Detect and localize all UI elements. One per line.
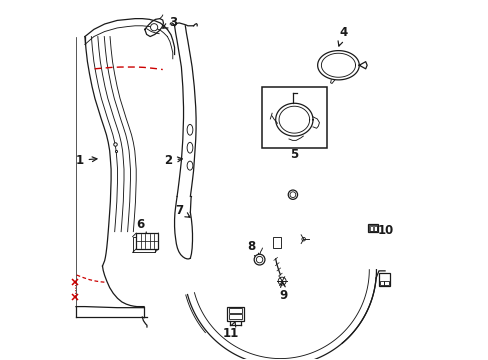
Bar [228, 314, 242, 319]
Text: 1: 1 [75, 154, 97, 167]
Ellipse shape [187, 142, 192, 153]
Bar [273, 237, 281, 248]
Bar [369, 226, 372, 230]
Text: 3: 3 [163, 16, 177, 29]
Text: 8: 8 [247, 240, 259, 258]
Bar [228, 309, 242, 313]
Text: 10: 10 [371, 224, 393, 238]
Bar [373, 226, 376, 230]
Bar [227, 307, 244, 320]
Text: 9: 9 [279, 282, 287, 302]
Text: 7: 7 [175, 204, 190, 217]
Text: 11: 11 [223, 321, 239, 340]
Ellipse shape [254, 254, 264, 265]
Ellipse shape [187, 125, 192, 135]
Ellipse shape [187, 161, 192, 170]
Bar [367, 224, 378, 232]
Bar [261, 87, 326, 148]
Text: 5: 5 [290, 148, 298, 161]
Ellipse shape [150, 24, 158, 31]
Bar [378, 273, 389, 286]
Bar [384, 280, 388, 285]
Bar [379, 280, 384, 285]
Text: 4: 4 [337, 27, 346, 46]
Ellipse shape [287, 190, 297, 199]
Text: 2: 2 [164, 154, 182, 167]
Bar [368, 225, 376, 231]
Text: 6: 6 [136, 218, 146, 237]
Bar [136, 233, 158, 249]
